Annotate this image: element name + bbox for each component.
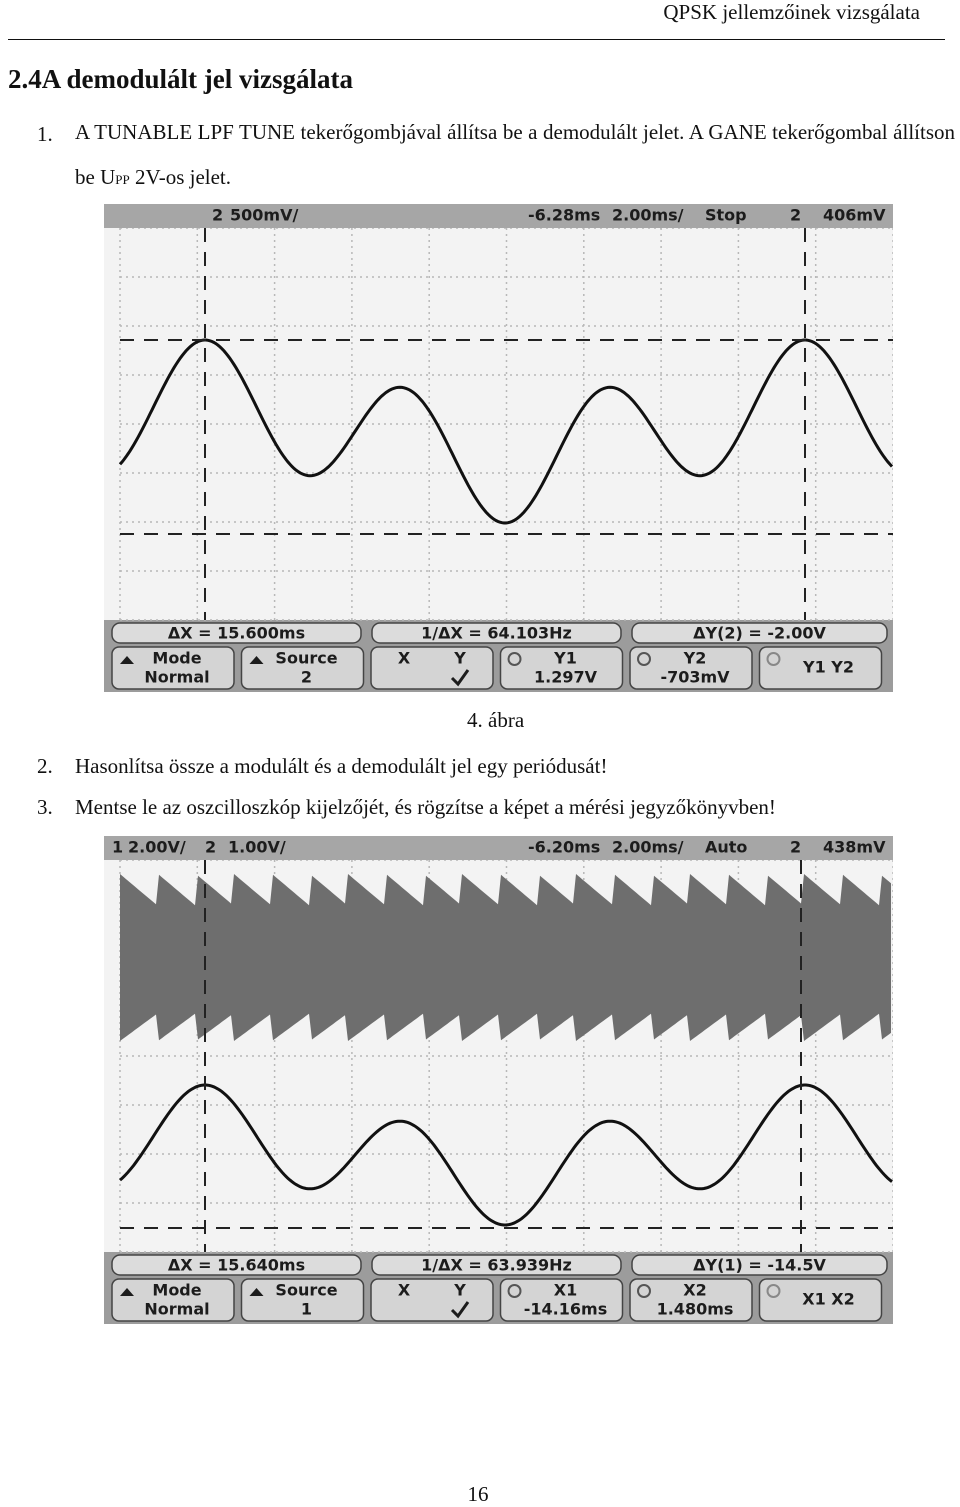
softkey-label: X1 X2 bbox=[802, 1290, 855, 1309]
page-number: 16 bbox=[467, 1482, 489, 1506]
measurement-box bbox=[371, 622, 622, 644]
item-text: Hasonlítsa össze a modulált és a demodul… bbox=[75, 754, 608, 778]
status-text: 2.00V/ bbox=[128, 838, 186, 857]
softkey-label: -703mV bbox=[660, 668, 730, 687]
header-rule bbox=[8, 39, 945, 40]
softkey-label: Y2 bbox=[683, 649, 707, 668]
measurement-text: ΔX = 15.600ms bbox=[168, 624, 305, 643]
status-text: 406mV bbox=[823, 206, 886, 225]
softkey-label: Y1 bbox=[553, 649, 577, 668]
waveform bbox=[118, 338, 893, 525]
measurement-box bbox=[111, 1254, 362, 1276]
measurement-box bbox=[371, 1254, 622, 1276]
status-bar bbox=[104, 204, 893, 228]
status-bar bbox=[104, 836, 893, 860]
softkey bbox=[499, 646, 624, 690]
status-text: 2 bbox=[790, 838, 801, 857]
softkey bbox=[629, 1278, 753, 1322]
softkey-label: Source bbox=[275, 1281, 337, 1300]
subscript: PP bbox=[115, 172, 130, 187]
oscilloscope-screenshot: 2 500mV/ -6.28ms 2.00ms/Stop 2 406mV ΔX = 15.6… bbox=[104, 204, 893, 692]
measurement-text: ΔY(1) = -14.5V bbox=[693, 1256, 826, 1275]
measurement-box bbox=[631, 622, 888, 644]
running-title: QPSK jellemzőinek vizsgálata bbox=[663, 0, 920, 24]
measurement-text: ΔX = 15.640ms bbox=[168, 1256, 305, 1275]
softkey-label: X1 bbox=[554, 1281, 577, 1300]
softkey-label: 2 bbox=[301, 668, 312, 687]
softkey-indicator bbox=[637, 1284, 651, 1298]
status-text: 500mV/ bbox=[230, 206, 298, 225]
softkey bbox=[240, 646, 365, 690]
softkey-indicator bbox=[637, 652, 651, 666]
status-text: Stop bbox=[705, 206, 747, 225]
softkey bbox=[370, 1278, 494, 1322]
softkey-label: 1 bbox=[301, 1300, 312, 1319]
status-text: 1 bbox=[112, 838, 123, 857]
item-number: 3. bbox=[37, 795, 53, 819]
status-text: Auto bbox=[705, 838, 747, 857]
status-text: 1.00V/ bbox=[228, 838, 286, 857]
softkey-label: Y bbox=[453, 1281, 466, 1300]
status-text: 2 bbox=[790, 206, 801, 225]
softkey bbox=[111, 1278, 235, 1322]
softkey bbox=[629, 646, 753, 690]
status-text: 2 bbox=[212, 206, 223, 225]
check-mark bbox=[450, 669, 470, 687]
status-text: 2 bbox=[205, 838, 216, 857]
softkey-arrow bbox=[120, 656, 134, 664]
softkey-arrow bbox=[249, 1288, 264, 1296]
softkey-label: Mode bbox=[152, 649, 201, 668]
measurement-text: ΔY(2) = -2.00V bbox=[693, 624, 826, 643]
softkey-label: X2 bbox=[683, 1281, 706, 1300]
waveform bbox=[119, 1083, 893, 1227]
softkey bbox=[499, 1278, 624, 1322]
item-number: 1. bbox=[37, 122, 53, 146]
softkey-label: 1.480ms bbox=[657, 1300, 734, 1319]
softkey bbox=[758, 1278, 883, 1322]
measurement-box bbox=[631, 1254, 888, 1276]
softkey-indicator bbox=[766, 652, 781, 666]
softkey-arrow bbox=[249, 656, 264, 664]
item-number: 2. bbox=[37, 754, 53, 778]
softkey-label: Normal bbox=[144, 1300, 209, 1319]
softkey-label: Y1 Y2 bbox=[802, 658, 854, 677]
softkey bbox=[111, 646, 235, 690]
softkey-label: X bbox=[398, 649, 411, 668]
measurement-text: 1/ΔX = 63.939Hz bbox=[421, 1256, 572, 1275]
section-title: 2.4A demodulált jel vizsgálata bbox=[8, 64, 353, 94]
text: A TUNABLE LPF TUNE tekerőgombjával állít… bbox=[75, 120, 955, 189]
softkey-label: Y bbox=[453, 649, 466, 668]
check-mark bbox=[450, 1301, 470, 1319]
softkey-arrow bbox=[120, 1288, 134, 1296]
measurement-text: 1/ΔX = 64.103Hz bbox=[421, 624, 572, 643]
softkey bbox=[370, 646, 494, 690]
status-text: -6.28ms bbox=[528, 206, 600, 225]
status-text: 2.00ms/ bbox=[612, 206, 684, 225]
oscilloscope-screenshot: 1 2.00V/2 1.00V/ -6.20ms 2.00ms/Auto 2 438mV ΔX… bbox=[104, 836, 893, 1324]
softkey bbox=[758, 646, 883, 690]
measurement-box bbox=[111, 622, 362, 644]
text: 2V-os jelet. bbox=[129, 165, 232, 189]
softkey-indicator bbox=[507, 1284, 522, 1298]
status-text: -6.20ms bbox=[528, 838, 600, 857]
softkey-label: X bbox=[398, 1281, 411, 1300]
softkey-label: Normal bbox=[144, 668, 209, 687]
softkey-label: Mode bbox=[152, 1281, 201, 1300]
softkey-indicator bbox=[507, 652, 522, 666]
softkey-label: -14.16ms bbox=[524, 1300, 607, 1319]
item-text: Mentse le az oszcilloszkóp kijelzőjét, é… bbox=[75, 795, 776, 819]
softkey bbox=[240, 1278, 365, 1322]
softkey-label: 1.297V bbox=[534, 668, 598, 687]
softkey-label: Source bbox=[275, 649, 337, 668]
status-text: 2.00ms/ bbox=[612, 838, 684, 857]
figure-caption: 4. ábra bbox=[467, 708, 525, 732]
item-text: A TUNABLE LPF TUNE tekerőgombjával állít… bbox=[75, 110, 955, 202]
softkey-indicator bbox=[766, 1284, 781, 1298]
modulated-signal bbox=[120, 874, 891, 1041]
status-text: 438mV bbox=[823, 838, 886, 857]
